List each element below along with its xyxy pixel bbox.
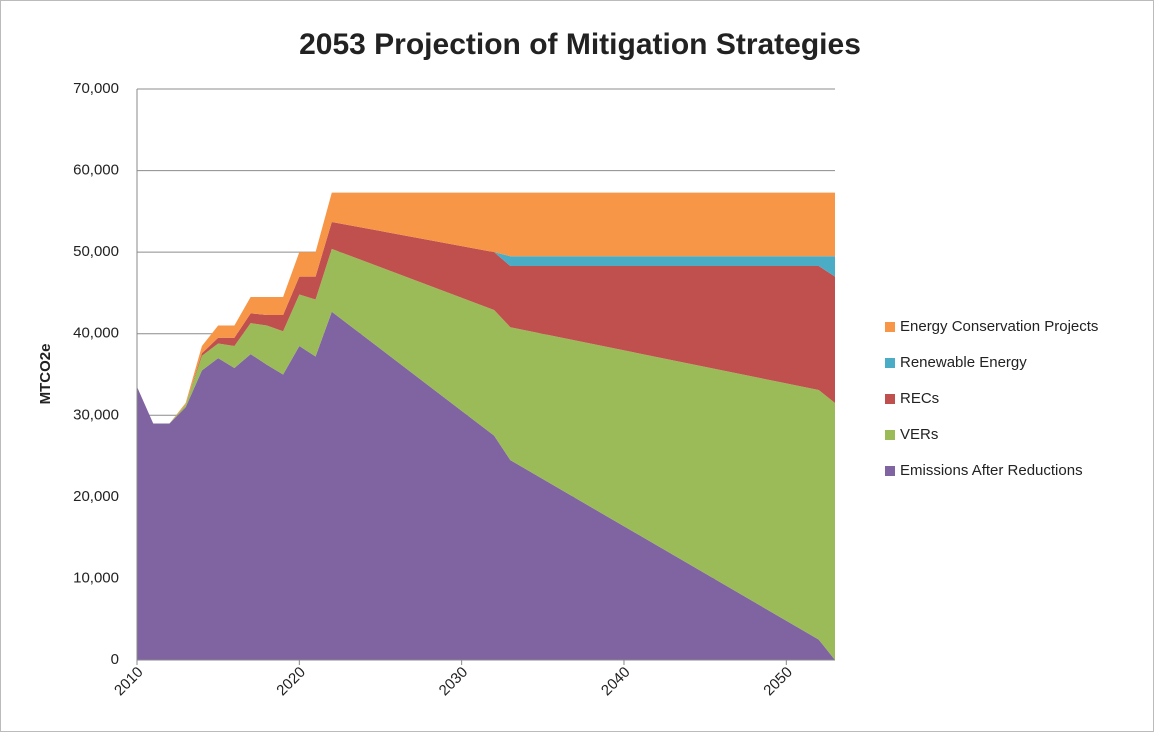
area xyxy=(137,192,835,424)
y-tick-label: 40,000 xyxy=(73,325,119,342)
y-tick-label: 10,000 xyxy=(73,569,119,586)
legend-label: RECs xyxy=(900,390,939,407)
y-tick-label: 20,000 xyxy=(73,488,119,505)
y-tick-label: 70,000 xyxy=(73,80,119,97)
area xyxy=(137,221,835,424)
y-tick-label: 0 xyxy=(111,651,119,668)
y-tick-label: 60,000 xyxy=(73,162,119,179)
legend-swatch xyxy=(885,430,895,440)
y-tick-label: 50,000 xyxy=(73,243,119,260)
legend-swatch xyxy=(885,394,895,404)
chart-title: 2053 Projection of Mitigation Strategies xyxy=(299,28,861,61)
legend-label: Renewable Energy xyxy=(900,354,1027,371)
legend-label: Emissions After Reductions xyxy=(900,462,1083,479)
area xyxy=(137,248,835,660)
y-tick-label: 30,000 xyxy=(73,406,119,423)
legend-label: Energy Conservation Projects xyxy=(900,318,1098,335)
legend-swatch xyxy=(885,466,895,476)
legend-swatch xyxy=(885,322,895,332)
y-axis-label: MTCO2e xyxy=(37,344,54,405)
legend-swatch xyxy=(885,358,895,368)
legend-label: VERs xyxy=(900,426,938,443)
area xyxy=(137,311,835,660)
